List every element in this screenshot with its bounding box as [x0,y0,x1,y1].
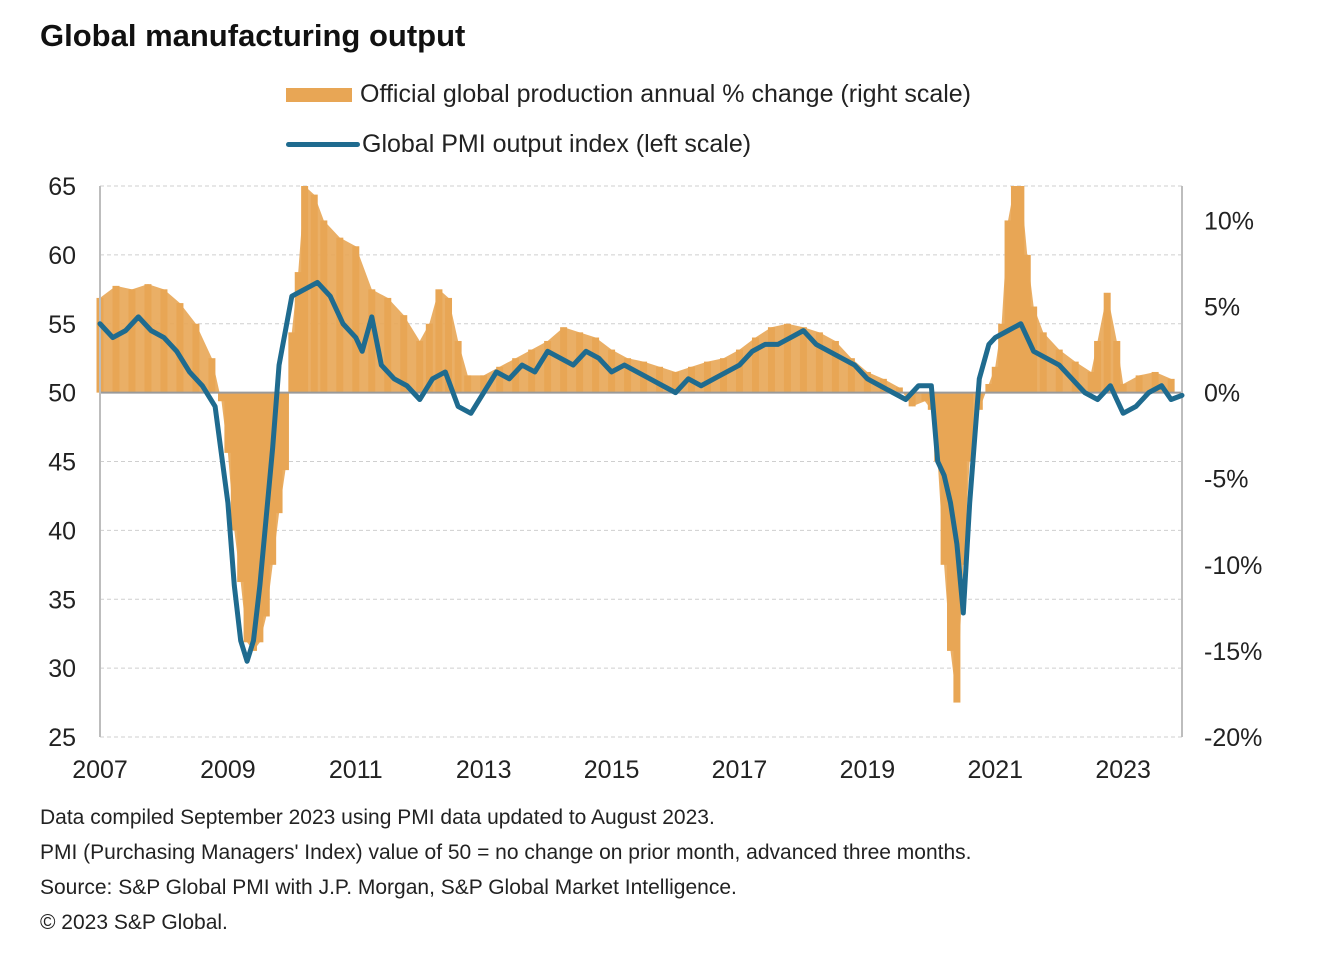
legend-label-line: Global PMI output index (left scale) [362,130,752,158]
note-copyright: © 2023 S&P Global. [40,911,228,934]
x-tick-label: 2009 [200,756,256,784]
note-pmi-definition: PMI (Purchasing Managers' Index) value o… [40,841,972,864]
legend-item-bars: Official global production annual % chan… [286,80,971,109]
bar-area [100,186,1172,703]
x-tick-label: 2015 [584,756,640,784]
legend-swatch-bars [286,87,352,102]
left-tick-label: 35 [48,586,76,614]
left-tick-label: 30 [48,655,76,683]
right-tick-label: -5% [1204,466,1248,494]
note-source: Source: S&P Global PMI with J.P. Morgan,… [40,876,737,899]
left-tick-label: 25 [48,724,76,752]
right-tick-label: -20% [1204,724,1262,752]
x-tick-label: 2023 [1095,756,1151,784]
x-tick-label: 2017 [712,756,768,784]
x-tick-label: 2021 [967,756,1023,784]
pmi-line [97,279,1185,664]
legend-swatch-line [286,142,360,147]
left-tick-label: 60 [48,242,76,270]
left-tick-label: 40 [48,517,76,545]
x-tick-label: 2013 [456,756,512,784]
legend-item-line: Global PMI output index (left scale) [286,130,751,159]
chart-title: Global manufacturing output [40,18,466,53]
left-tick-label: 65 [48,173,76,201]
x-tick-label: 2019 [840,756,896,784]
left-tick-label: 55 [48,311,76,339]
right-tick-label: -10% [1204,552,1262,580]
legend-label-bars: Official global production annual % chan… [360,80,972,108]
right-tick-label: 0% [1204,380,1240,408]
note-compiled: Data compiled September 2023 using PMI d… [40,806,715,829]
left-tick-label: 45 [48,449,76,477]
x-tick-label: 2007 [72,756,128,784]
x-tick-label: 2011 [329,756,383,784]
right-tick-label: 10% [1204,207,1254,235]
chart-notes: Data compiled September 2023 using PMI d… [40,800,971,940]
right-tick-label: -15% [1204,638,1262,666]
left-tick-label: 50 [48,380,76,408]
right-tick-label: 5% [1204,294,1240,322]
